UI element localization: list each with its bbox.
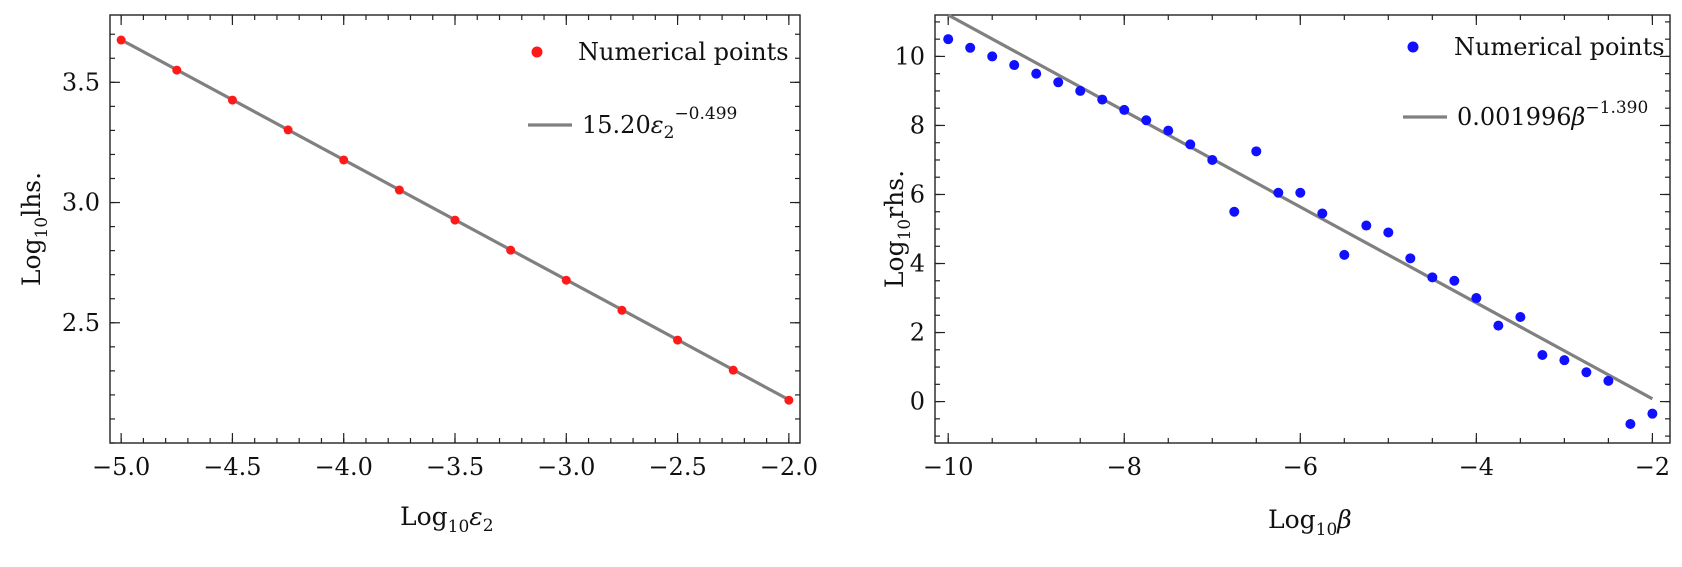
right-x-tick-labels: −10 −8 −6 −4 −2: [923, 453, 1670, 481]
right-data-point: [1163, 125, 1174, 136]
right-data-point: [1537, 349, 1548, 360]
right-y-tick-label: 6: [910, 180, 925, 208]
right-chart: −10 −8 −6 −4 −2 0 2 4 6 8 10 Numerical points 0.0…: [880, 13, 1671, 540]
left-data-point: [673, 335, 683, 345]
right-x-tick-label: −2: [1635, 453, 1670, 481]
right-data-point: [1581, 367, 1592, 378]
left-legend-marker: [531, 46, 543, 58]
right-legend: Numerical points 0.001996β−1.390: [1403, 33, 1665, 131]
left-x-axis-title: Log10ε2: [400, 502, 494, 537]
right-data-point: [1405, 253, 1416, 264]
right-x-tick-label: −4: [1459, 453, 1494, 481]
right-minor-ticks: [935, 15, 1670, 443]
right-x-tick-label: −10: [923, 453, 974, 481]
right-legend-fit-label: 0.001996β−1.390: [1457, 98, 1648, 131]
right-data-point: [1515, 312, 1526, 323]
left-data-point: [394, 185, 404, 195]
left-y-tick-label: 3.0: [62, 189, 100, 217]
right-data-point: [1295, 187, 1306, 198]
right-y-tick-labels: 0 2 4 6 8 10: [894, 42, 925, 415]
right-y-tick-label: 10: [894, 42, 925, 70]
right-data-point: [1097, 94, 1108, 105]
right-data-point: [1119, 104, 1130, 115]
right-data-point: [1449, 275, 1460, 286]
left-data-point: [784, 395, 794, 405]
left-data-point: [283, 125, 293, 135]
left-legend-points-label: Numerical points: [578, 38, 789, 66]
left-y-axis-title: Log10lhs.: [17, 172, 52, 286]
right-data-point: [1141, 115, 1152, 126]
right-data-point: [1273, 187, 1284, 198]
right-data-point: [1559, 355, 1570, 366]
right-legend-marker: [1407, 41, 1419, 53]
left-data-point: [617, 305, 627, 315]
left-data-point: [227, 95, 237, 105]
left-legend-fit-label: 15.20ε2−0.499: [582, 104, 737, 143]
left-x-tick-label: −3.5: [426, 453, 484, 481]
right-fit-line: [947, 13, 1654, 401]
right-data-point: [1603, 375, 1614, 386]
right-data-point: [1009, 60, 1020, 71]
right-data-point: [1317, 208, 1328, 219]
right-y-tick-label: 4: [910, 250, 925, 278]
left-data-point: [561, 275, 571, 285]
right-data-point: [987, 51, 998, 62]
right-y-tick-label: 0: [910, 388, 925, 416]
right-x-tick-label: −6: [1283, 453, 1318, 481]
left-y-tick-label: 2.5: [62, 309, 100, 337]
left-x-tick-label: −3.0: [537, 453, 595, 481]
left-chart: −5.0 −4.5 −4.0 −3.5 −3.0 −2.5 −2.0 2.5 3.0 3.5 N…: [17, 14, 818, 537]
left-data-point: [728, 365, 738, 375]
right-data-point: [1053, 77, 1064, 88]
left-x-tick-label: −4.0: [315, 453, 373, 481]
left-plot-frame: [109, 14, 801, 444]
right-major-ticks: [935, 15, 1670, 443]
right-data-point: [1207, 154, 1218, 165]
right-x-tick-label: −8: [1107, 453, 1142, 481]
right-data-points: [943, 34, 1658, 430]
left-data-point: [339, 155, 349, 165]
right-data-point: [1251, 146, 1262, 157]
right-data-point: [1361, 220, 1372, 231]
right-y-tick-label: 2: [910, 319, 925, 347]
right-data-point: [1471, 293, 1482, 304]
right-data-point: [1031, 68, 1042, 79]
left-x-tick-label: −2.5: [648, 453, 706, 481]
right-data-point: [1647, 408, 1658, 419]
right-data-point: [1625, 419, 1636, 430]
left-x-tick-label: −4.5: [203, 453, 261, 481]
right-data-point: [1383, 227, 1394, 238]
left-data-point: [116, 35, 126, 45]
left-y-tick-label: 3.5: [62, 68, 100, 96]
right-plot-frame: [934, 14, 1671, 444]
right-data-point: [965, 42, 976, 53]
left-data-points: [116, 35, 794, 405]
left-x-tick-labels: −5.0 −4.5 −4.0 −3.5 −3.0 −2.5 −2.0: [92, 453, 818, 481]
right-data-point: [1493, 320, 1504, 331]
right-data-point: [1339, 249, 1350, 260]
left-data-point: [506, 245, 516, 255]
right-legend-points-label: Numerical points: [1454, 33, 1665, 61]
left-data-point: [172, 65, 182, 75]
left-legend: Numerical points 15.20ε2−0.499: [528, 38, 789, 143]
right-data-point: [1229, 206, 1240, 217]
left-data-point: [450, 215, 460, 225]
right-data-point: [1427, 272, 1438, 283]
left-x-tick-label: −5.0: [92, 453, 150, 481]
right-y-axis-title: Log10rhs.: [880, 170, 915, 288]
left-major-ticks: [110, 15, 800, 443]
left-x-tick-label: −2.0: [760, 453, 818, 481]
right-data-point: [1185, 139, 1196, 150]
right-x-axis-title: Log10β: [1268, 505, 1352, 540]
right-y-tick-label: 8: [910, 111, 925, 139]
right-data-point: [1075, 85, 1086, 96]
left-minor-ticks: [110, 15, 800, 444]
right-data-point: [943, 34, 954, 45]
left-y-tick-labels: 2.5 3.0 3.5: [62, 68, 100, 336]
